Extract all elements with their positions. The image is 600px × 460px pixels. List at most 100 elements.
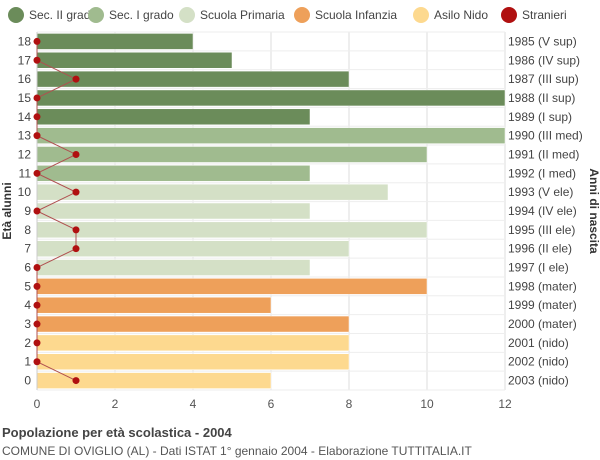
year-label: 2002 (nido)	[508, 355, 569, 369]
bar	[36, 146, 428, 163]
year-label: 2003 (nido)	[508, 374, 569, 388]
x-tick-label: 4	[190, 397, 197, 411]
stranieri-point	[33, 358, 41, 366]
year-label: 1987 (III sup)	[508, 72, 579, 86]
y-tick-label: 12	[18, 147, 32, 161]
legend-label: Stranieri	[522, 8, 567, 22]
bar	[36, 296, 272, 314]
y-tick-label: 0	[24, 374, 31, 388]
bar	[36, 165, 311, 182]
x-tick-label: 8	[346, 397, 353, 411]
stranieri-point	[33, 113, 41, 121]
bar	[36, 108, 311, 126]
y-tick-label: 6	[24, 261, 31, 275]
y-tick-label: 18	[18, 34, 32, 48]
year-label: 1989 (I sup)	[508, 110, 572, 124]
stranieri-point	[72, 226, 80, 234]
y-tick-label: 1	[24, 355, 31, 369]
stranieri-point	[33, 301, 41, 309]
stranieri-point	[33, 132, 41, 140]
stranieri-point	[33, 207, 41, 215]
chart-subtitle: COMUNE DI OVIGLIO (AL) - Dati ISTAT 1° g…	[2, 444, 472, 458]
legend-swatch	[413, 7, 429, 23]
legend-label: Asilo Nido	[434, 8, 488, 22]
stranieri-point	[33, 264, 41, 272]
y-tick-label: 15	[18, 91, 32, 105]
y-tick-label: 10	[18, 185, 32, 199]
bar	[36, 202, 311, 220]
stranieri-point	[33, 169, 41, 177]
y-tick-label: 3	[24, 317, 31, 331]
bar	[36, 259, 311, 276]
y-axis-title: Età alunni	[0, 182, 14, 239]
bar	[36, 278, 428, 295]
y-tick-label: 2	[24, 336, 31, 350]
year-label: 2000 (mater)	[508, 317, 577, 331]
stranieri-point	[33, 94, 41, 102]
y-tick-label: 4	[24, 298, 31, 312]
year-label: 1999 (mater)	[508, 298, 577, 312]
y-tick-label: 16	[18, 72, 32, 86]
y-axis-title-right: Anni di nascita	[587, 168, 600, 254]
y-tick-label: 9	[24, 204, 31, 218]
bar	[36, 221, 428, 239]
legend-swatch	[501, 7, 517, 23]
year-label: 1986 (IV sup)	[508, 53, 580, 67]
year-label: 1995 (III ele)	[508, 223, 575, 237]
year-label: 1992 (I med)	[508, 166, 576, 180]
chart-title: Popolazione per età scolastica - 2004	[2, 425, 232, 440]
y-tick-label: 5	[24, 279, 31, 293]
year-label: 2001 (nido)	[508, 336, 569, 350]
year-label: 1996 (II ele)	[508, 242, 572, 256]
year-label: 1988 (II sup)	[508, 91, 575, 105]
bar	[36, 334, 350, 352]
bar	[36, 52, 233, 69]
year-label: 1993 (V ele)	[508, 185, 573, 199]
legend-label: Sec. I grado	[109, 8, 174, 22]
stranieri-point	[72, 150, 80, 158]
y-tick-label: 7	[24, 242, 31, 256]
bar	[36, 89, 506, 107]
legend-swatch	[294, 7, 310, 23]
stranieri-point	[72, 75, 80, 83]
bar	[36, 240, 350, 257]
year-label: 1991 (II med)	[508, 147, 579, 161]
bar	[36, 372, 272, 389]
year-label: 1998 (mater)	[508, 279, 577, 293]
bar	[36, 315, 350, 333]
stranieri-point	[33, 282, 41, 290]
legend-swatch	[8, 7, 24, 23]
stranieri-point	[72, 245, 80, 253]
stranieri-point	[72, 188, 80, 196]
bar	[36, 353, 350, 370]
bar	[36, 70, 350, 88]
legend-swatch	[88, 7, 104, 23]
y-tick-label: 13	[18, 129, 32, 143]
y-tick-label: 14	[18, 110, 32, 124]
legend-label: Scuola Primaria	[200, 8, 285, 22]
stranieri-point	[33, 320, 41, 328]
legend-label: Scuola Infanzia	[315, 8, 397, 22]
x-tick-label: 0	[34, 397, 41, 411]
year-label: 1985 (V sup)	[508, 34, 577, 48]
bar	[36, 33, 194, 50]
year-label: 1994 (IV ele)	[508, 204, 577, 218]
year-label: 1990 (III med)	[508, 129, 583, 143]
y-tick-label: 17	[18, 53, 32, 67]
bar	[36, 127, 506, 144]
y-tick-label: 8	[24, 223, 31, 237]
year-label: 1997 (I ele)	[508, 261, 569, 275]
y-tick-label: 11	[19, 166, 32, 180]
bar	[36, 183, 389, 201]
stranieri-point	[72, 377, 80, 385]
x-tick-label: 2	[112, 397, 119, 411]
stranieri-point	[33, 37, 41, 45]
legend-label: Sec. II grado	[29, 8, 97, 22]
stranieri-point	[33, 339, 41, 347]
x-tick-label: 12	[498, 397, 512, 411]
legend-swatch	[179, 7, 195, 23]
x-tick-label: 10	[420, 397, 434, 411]
stranieri-point	[33, 56, 41, 64]
x-tick-label: 6	[268, 397, 275, 411]
